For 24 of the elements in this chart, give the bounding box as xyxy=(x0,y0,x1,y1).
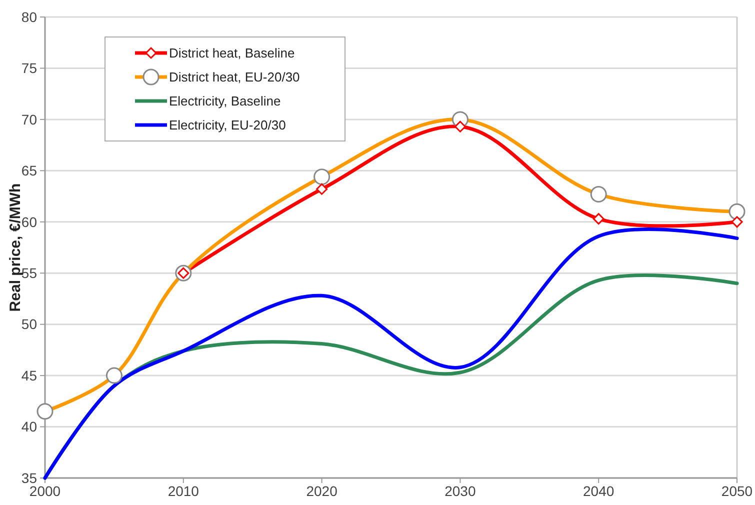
point xyxy=(316,183,328,195)
y-tick-label: 60 xyxy=(21,214,38,230)
point xyxy=(592,213,604,225)
y-tick-label: 65 xyxy=(21,162,38,179)
x-tick-label: 2040 xyxy=(583,483,614,499)
legend-label: Electricity, EU-20/30 xyxy=(169,118,286,133)
legend-label: District heat, Baseline xyxy=(169,46,295,61)
y-tick-label: 80 xyxy=(21,8,38,25)
y-tick-label: 40 xyxy=(21,418,38,435)
legend-label: Electricity, Baseline xyxy=(169,94,281,109)
y-tick-label: 45 xyxy=(21,367,38,384)
x-tick-label: 2000 xyxy=(29,483,61,499)
legend-label: District heat, EU-20/30 xyxy=(169,70,300,85)
y-tick-label: 50 xyxy=(21,316,38,332)
y-tick-label: 75 xyxy=(21,60,38,76)
x-tick-label: 2050 xyxy=(721,483,753,499)
x-tick-label: 2030 xyxy=(444,483,476,499)
x-tick-label: 2020 xyxy=(306,483,338,499)
x-tick-label: 2010 xyxy=(168,483,200,499)
y-tick-label: 35 xyxy=(21,470,38,486)
y-tick-label: 55 xyxy=(21,265,38,282)
point xyxy=(454,120,466,132)
y-tick-label: 70 xyxy=(21,111,38,128)
point xyxy=(731,216,743,228)
